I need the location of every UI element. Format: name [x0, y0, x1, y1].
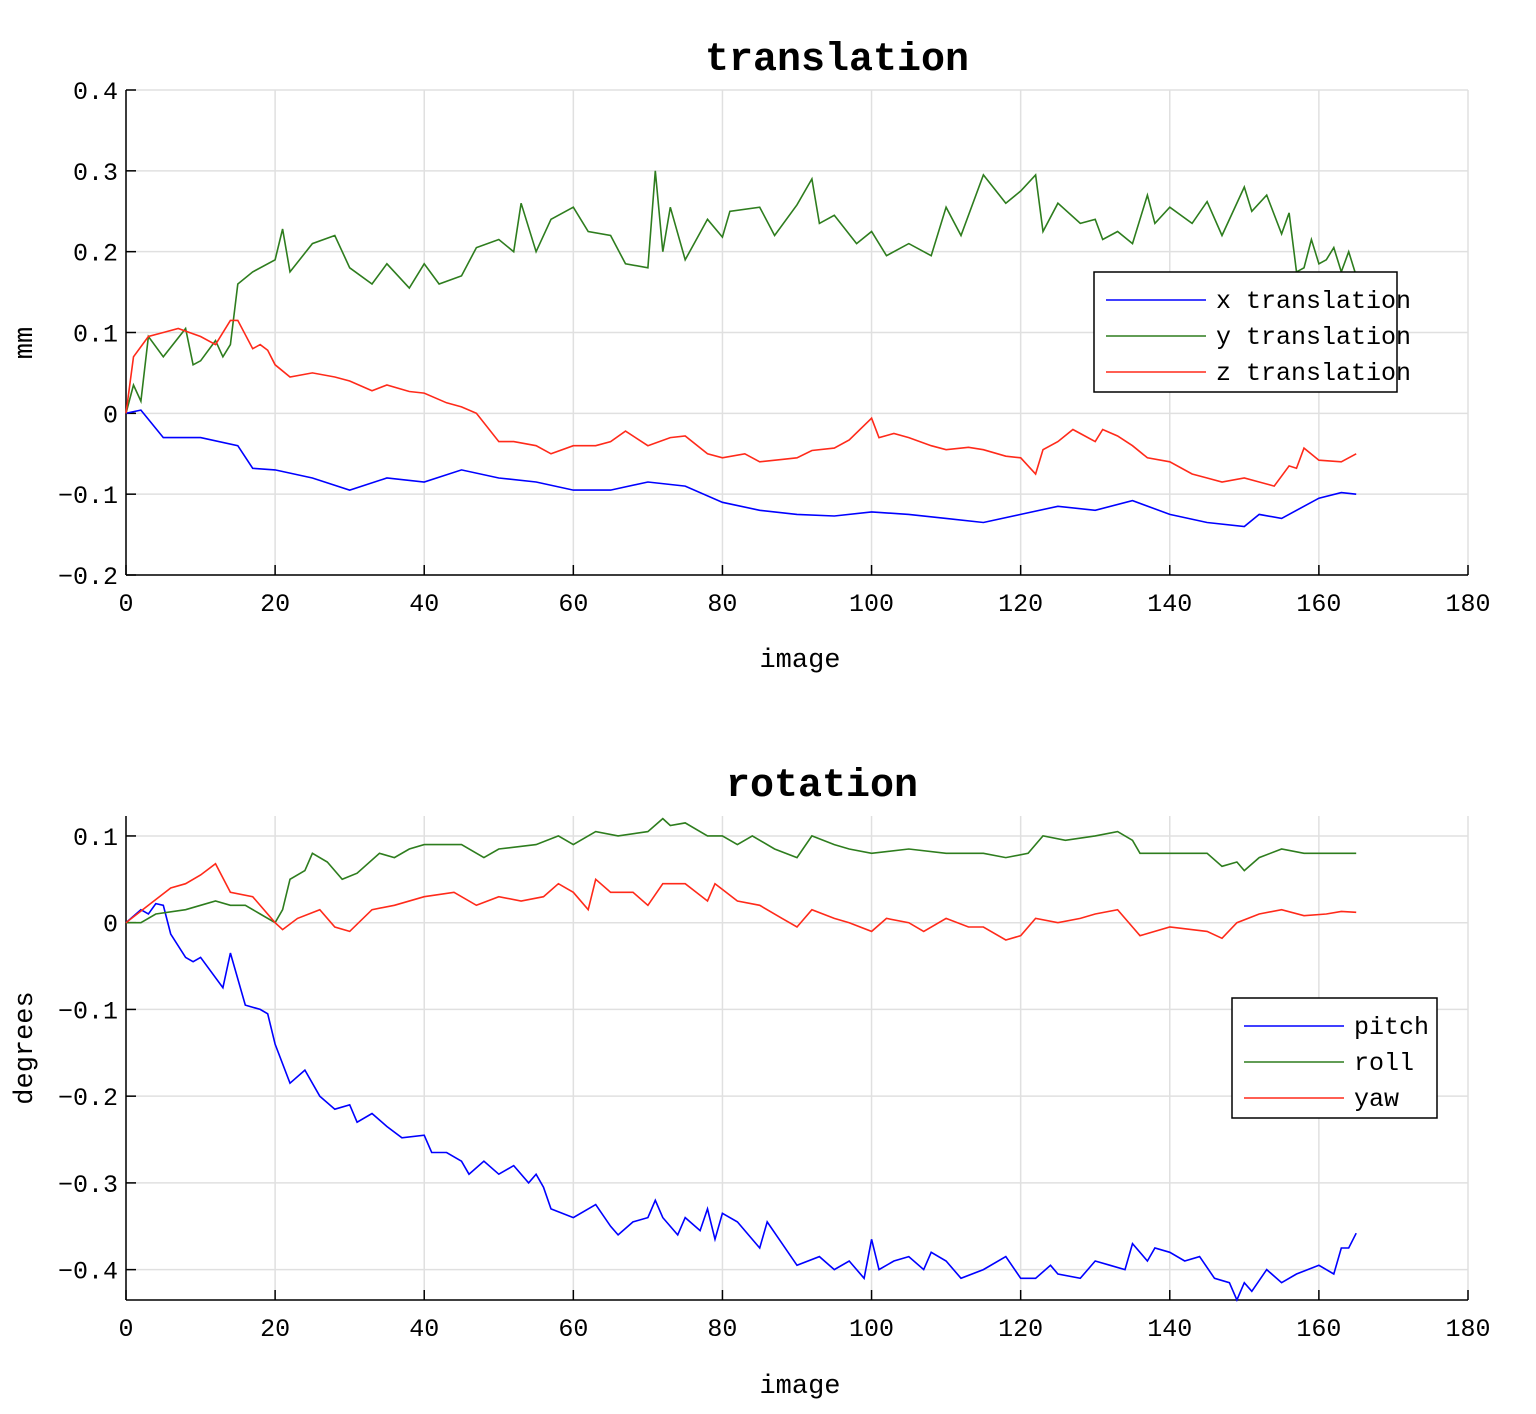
series-line-x-translation	[125, 409, 1357, 528]
x-tick-label: 20	[260, 590, 290, 619]
legend-label: z translation	[1216, 359, 1411, 388]
x-tick-label: 0	[118, 1315, 133, 1344]
legend-label: y translation	[1216, 323, 1411, 352]
legend-label: yaw	[1354, 1085, 1399, 1114]
x-tick-label: 180	[1445, 1315, 1490, 1344]
series-line-z-translation	[125, 319, 1357, 488]
y-tick-label: 0	[103, 911, 118, 940]
y-tick-label: −0.3	[58, 1171, 118, 1200]
x-tick-label: 160	[1296, 1315, 1341, 1344]
x-tick-label: 60	[558, 590, 588, 619]
y-tick-label: −0.1	[58, 482, 118, 511]
x-tick-label: 120	[998, 1315, 1043, 1344]
x-tick-label: 160	[1296, 590, 1341, 619]
y-tick-label: −0.2	[58, 1084, 118, 1113]
chart-title: translation	[705, 38, 969, 83]
x-tick-label: 100	[849, 1315, 894, 1344]
y-axis-label: mm	[11, 327, 41, 359]
y-tick-label: 0.1	[73, 321, 118, 350]
y-tick-label: 0.4	[73, 78, 118, 107]
legend-label: roll	[1354, 1049, 1414, 1078]
x-tick-label: 180	[1445, 590, 1490, 619]
x-tick-label: 100	[849, 590, 894, 619]
x-tick-label: 0	[118, 590, 133, 619]
x-tick-label: 40	[409, 590, 439, 619]
y-tick-label: −0.1	[58, 997, 118, 1026]
x-axis-label: image	[759, 646, 840, 676]
series-line-yaw	[125, 862, 1357, 941]
y-tick-label: −0.4	[58, 1258, 118, 1287]
y-tick-label: 0.1	[73, 824, 118, 853]
x-tick-label: 20	[260, 1315, 290, 1344]
legend-label: pitch	[1354, 1013, 1429, 1042]
y-tick-label: 0.3	[73, 159, 118, 188]
x-tick-label: 140	[1147, 590, 1192, 619]
y-tick-label: 0.2	[73, 240, 118, 269]
x-tick-label: 120	[998, 590, 1043, 619]
x-tick-label: 80	[707, 590, 737, 619]
rotation-plot: rotation image degrees 0 20 40 60 80 100 120 14…	[11, 764, 1491, 1402]
x-axis-label: image	[759, 1372, 840, 1402]
chart-title: rotation	[726, 764, 918, 809]
x-tick-label: 40	[409, 1315, 439, 1344]
legend: pitch roll yaw	[1231, 997, 1438, 1119]
series-line-pitch	[125, 902, 1357, 1303]
legend: x translation y translation z translation	[1093, 271, 1411, 393]
legend-label: x translation	[1216, 287, 1411, 316]
x-tick-label: 140	[1147, 1315, 1192, 1344]
x-tick-label: 80	[707, 1315, 737, 1344]
translation-plot: translation image mm 0 20 40 60 80 100 120 140 1…	[11, 38, 1491, 676]
y-tick-label: 0	[103, 401, 118, 430]
series-line-roll	[126, 817, 1357, 924]
y-tick-label: −0.2	[58, 563, 118, 592]
y-axis-label: degrees	[11, 991, 41, 1104]
x-tick-label: 60	[558, 1315, 588, 1344]
series-line-y-translation	[125, 170, 1357, 414]
